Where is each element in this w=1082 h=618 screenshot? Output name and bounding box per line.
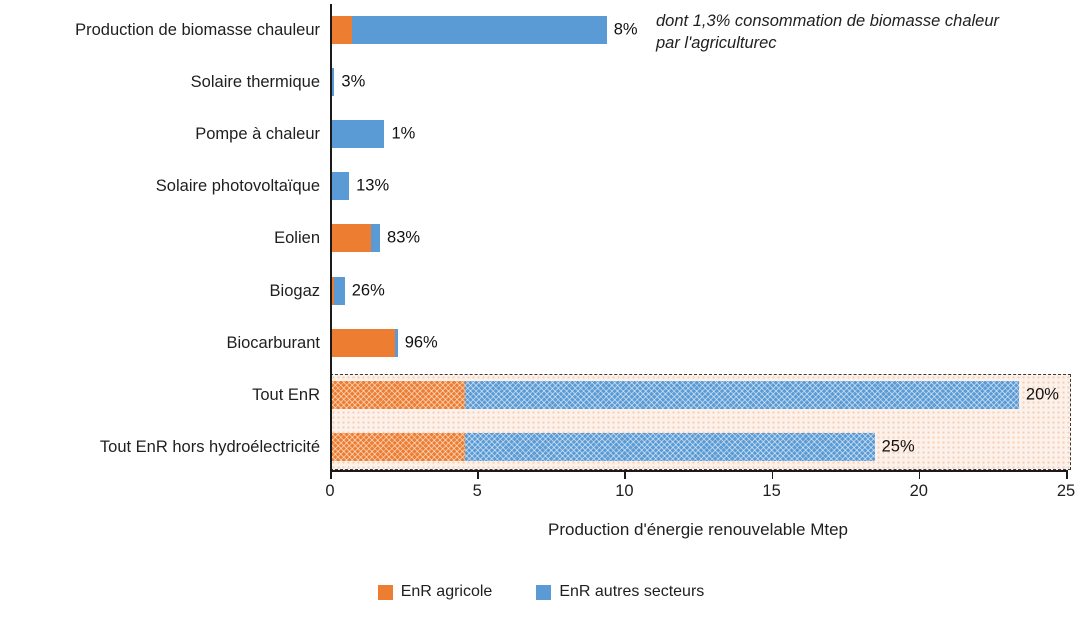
category-label: Tout EnR hors hydroélectricité xyxy=(99,437,320,456)
x-axis-tick-label: 25 xyxy=(1056,482,1076,500)
category-label: Solaire thermique xyxy=(190,73,320,92)
bar-segment-enr-autres-secteurs xyxy=(465,432,875,461)
bar-segment-enr-autres-secteurs xyxy=(371,224,381,253)
legend-swatch-autres xyxy=(536,584,552,600)
category-label: Production de biomasse chauleur xyxy=(75,20,320,39)
bar-percentage-label: 8% xyxy=(613,20,638,39)
bar-percentage-label: 96% xyxy=(404,333,438,352)
chart-annotation: dont 1,3% consommation de biomasse chale… xyxy=(656,12,1000,53)
x-axis-tick-label: 10 xyxy=(615,482,634,500)
x-axis-tick xyxy=(771,471,774,479)
x-axis-title: Production d'énergie renouvelable Mtep xyxy=(548,520,848,539)
bar-segment-enr-agricole xyxy=(330,328,395,357)
chart-legend: EnR agricole EnR autres secteurs xyxy=(0,583,1082,601)
bar-segment-enr-autres-secteurs xyxy=(394,328,398,357)
bar-segment-enr-agricole xyxy=(330,224,372,253)
bar-segment-enr-agricole xyxy=(330,432,466,461)
y-axis-line xyxy=(330,4,332,470)
bar-segment-enr-autres-secteurs xyxy=(330,120,385,149)
x-axis-line xyxy=(330,470,1068,472)
bar-percentage-label: 3% xyxy=(341,72,366,91)
bar-segment-enr-autres-secteurs xyxy=(352,16,607,44)
x-axis-tick xyxy=(477,471,479,479)
category-label: Biogaz xyxy=(269,281,320,300)
legend-label-autres: EnR autres secteurs xyxy=(559,583,705,600)
bar-segment-enr-autres-secteurs xyxy=(333,276,345,305)
x-axis-tick xyxy=(330,471,332,479)
legend-label-agricole: EnR agricole xyxy=(400,583,493,600)
bar-segment-enr-agricole xyxy=(330,16,353,44)
x-axis-tick xyxy=(918,471,921,479)
x-axis-tick xyxy=(1066,471,1068,479)
bar-segment-enr-autres-secteurs xyxy=(332,172,350,201)
category-label: Tout EnR xyxy=(252,385,320,404)
bar-percentage-label: 1% xyxy=(391,124,416,143)
x-axis-tick xyxy=(624,471,626,479)
bar-segment-enr-autres-secteurs xyxy=(465,380,1019,409)
x-axis-tick-label: 15 xyxy=(762,482,781,500)
category-label: Solaire photovoltaïque xyxy=(155,177,320,196)
bar-percentage-label: 13% xyxy=(356,176,390,195)
category-label: Eolien xyxy=(274,229,320,248)
bar-percentage-label: 26% xyxy=(351,281,385,299)
bar-percentage-label: 20% xyxy=(1025,385,1059,404)
legend-swatch-agricole xyxy=(377,584,393,600)
category-label: Pompe à chaleur xyxy=(195,125,320,144)
bar-segment-enr-autres-secteurs xyxy=(330,68,335,97)
bar-percentage-label: 25% xyxy=(881,437,915,456)
x-axis-tick-label: 5 xyxy=(472,482,482,500)
x-axis-tick-label: 20 xyxy=(909,482,928,500)
bar-segment-enr-agricole xyxy=(330,380,466,409)
x-axis-tick-label: 0 xyxy=(325,482,335,500)
bar-percentage-label: 83% xyxy=(387,228,421,247)
legend-item-enr-agricole: EnR agricole xyxy=(377,583,493,601)
category-label: Biocarburant xyxy=(226,333,320,352)
bar-segment-enr-agricole xyxy=(330,276,334,305)
legend-item-enr-autres: EnR autres secteurs xyxy=(536,583,704,601)
